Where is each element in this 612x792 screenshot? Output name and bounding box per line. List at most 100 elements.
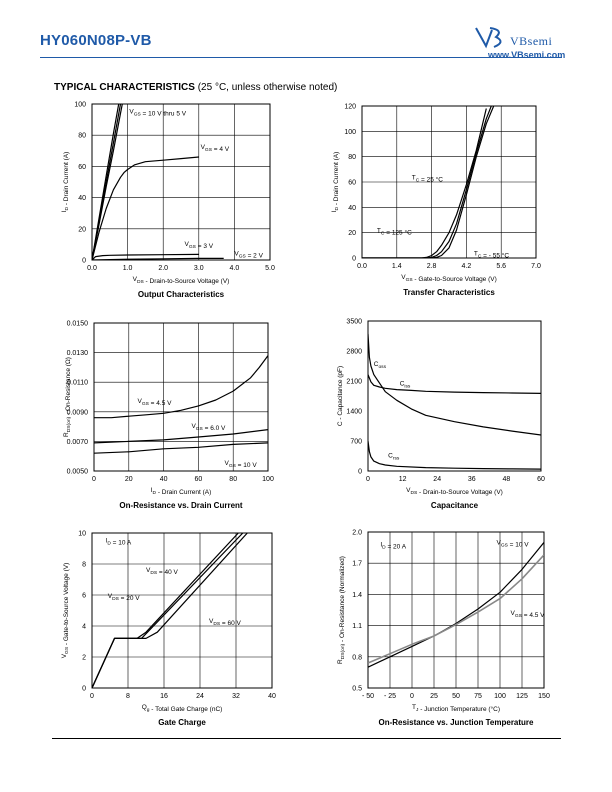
y-tick-label: 1.7 [352, 561, 362, 568]
y-tick-label: 60 [78, 164, 86, 171]
x-tick-label: 0.0 [357, 263, 367, 270]
plot-frame [91, 103, 271, 261]
x-tick-label: 4.0 [230, 265, 240, 272]
y-axis-label: RDS(on) - On-Resistance (Normalized) [337, 556, 346, 664]
series-annotation: VGS = 4 V [201, 144, 230, 153]
chart-title: Transfer Characteristics [403, 288, 495, 297]
series-line [94, 429, 268, 444]
x-axis-label: VDS - Drain-to-Source Voltage (V) [133, 276, 230, 285]
footer-divider [52, 738, 561, 739]
output-group: 0.0 1.0 2.0 3.0 4.0 5.0 0 20 40 60 80 100 VGS = 10 V… [61, 102, 275, 300]
section-title-bold: TYPICAL CHARACTERISTICS [54, 82, 195, 93]
x-tick-label: 0 [410, 693, 414, 700]
series-line [94, 355, 268, 419]
y-tick-label: 20 [78, 226, 86, 233]
x-tick-label: 8 [126, 693, 130, 700]
y-axis-label: ID - Drain Current (A) [61, 152, 70, 213]
x-tick-label: 24 [433, 476, 441, 483]
y-tick-label: 0 [82, 686, 86, 693]
y-tick-label: 120 [344, 104, 356, 111]
y-tick-label: 1.4 [352, 592, 362, 599]
series-annotation: VGS = 4.5 V [138, 398, 173, 407]
y-tick-label: 0.0130 [67, 350, 89, 357]
x-tick-label: 125 [516, 693, 528, 700]
plot-frame [93, 322, 269, 472]
series-group [362, 106, 495, 258]
y-tick-label: 2100 [346, 379, 362, 386]
x-axis-label: VDS - Drain-to-Source Voltage (V) [406, 487, 503, 496]
series-annotation: VGS = 4.5 V [511, 610, 546, 619]
y-tick-label: 100 [74, 102, 86, 109]
series-annotation: Crss [388, 452, 400, 461]
vbsemi-logo-icon [475, 27, 502, 49]
series-annotation: VGS = 2 V [234, 250, 263, 259]
series-line [368, 374, 541, 394]
series-line [92, 533, 248, 688]
x-tick-label: 1.4 [392, 263, 402, 270]
x-axis-label: VGS - Gate-to-Source Voltage (V) [401, 274, 497, 283]
brand-url[interactable]: www.VBsemi.com [488, 50, 566, 60]
series-annotation: VGS = 10 V [225, 460, 258, 469]
y-tick-label: 1.1 [352, 623, 362, 630]
x-tick-label: 0.0 [87, 265, 97, 272]
y-tick-label: 0.8 [352, 654, 362, 661]
x-tick-label: 36 [468, 476, 476, 483]
series-group [94, 355, 268, 454]
y-axis-label: C - Capacitance (pF) [337, 366, 344, 426]
y-tick-label: 100 [344, 129, 356, 136]
y-tick-label: 700 [350, 439, 362, 446]
y-tick-label: 1400 [346, 409, 362, 416]
brand-name: VBsemi [510, 34, 553, 48]
y-tick-label: 10 [78, 531, 86, 538]
series-annotation: VGS = 3 V [185, 241, 214, 250]
series-line [368, 554, 544, 664]
y-tick-label: 2800 [346, 349, 362, 356]
series-annotation: ID = 20 A [380, 542, 406, 551]
y-tick-label: 8 [82, 562, 86, 569]
y-tick-label: 0 [82, 258, 86, 265]
series-group [92, 104, 224, 260]
series-annotation: TC = 25 °C [412, 174, 444, 183]
x-axis-label: ID - Drain Current (A) [151, 487, 212, 496]
y-tick-label: 0.0090 [67, 409, 89, 416]
series-annotation: VDS = 60 V [209, 618, 242, 627]
y-tick-label: 0.5 [352, 686, 362, 693]
series-line [368, 440, 541, 470]
series-line [368, 542, 544, 668]
section-title: TYPICAL CHARACTERISTICS (25 °C, unless o… [54, 82, 337, 93]
y-tick-label: 3500 [346, 319, 362, 326]
y-tick-label: 0.0150 [67, 321, 89, 328]
y-tick-label: 0 [358, 469, 362, 476]
series-annotation: VDS = 20 V [108, 593, 141, 602]
x-axis-label: Qg - Total Gate Charge (nC) [142, 704, 223, 713]
plot-frame [367, 531, 545, 689]
x-tick-label: 25 [430, 693, 438, 700]
y-tick-label: 80 [348, 154, 356, 161]
series-line [368, 333, 541, 436]
series-group [368, 333, 541, 470]
x-tick-label: 2.8 [427, 263, 437, 270]
y-tick-label: 2.0 [352, 530, 362, 537]
x-tick-label: 100 [262, 476, 274, 483]
x-tick-label: 5.6 [496, 263, 506, 270]
y-tick-label: 0.0070 [67, 439, 89, 446]
y-tick-label: 0 [352, 256, 356, 263]
x-tick-label: 0 [92, 476, 96, 483]
x-tick-label: 24 [196, 693, 204, 700]
x-axis-label: TJ - Junction Temperature (°C) [412, 704, 500, 713]
y-axis-label: ID - Drain Current (A) [331, 152, 340, 213]
y-tick-label: 40 [78, 195, 86, 202]
series-group [368, 542, 544, 668]
transfer-group: 0.0 1.4 2.8 4.2 5.6 7.0 0 20 40 60 80 100 120 TC = 25… [331, 104, 541, 298]
x-tick-label: 75 [474, 693, 482, 700]
x-tick-label: 2.0 [158, 265, 168, 272]
series-annotation: VGS = 10 V thru 5 V [129, 108, 186, 117]
series-line [94, 442, 268, 454]
series-line [92, 104, 123, 260]
series-annotation: TC = - 55 °C [474, 250, 510, 259]
y-tick-label: 0.0110 [67, 380, 88, 387]
x-tick-label: 32 [232, 693, 240, 700]
